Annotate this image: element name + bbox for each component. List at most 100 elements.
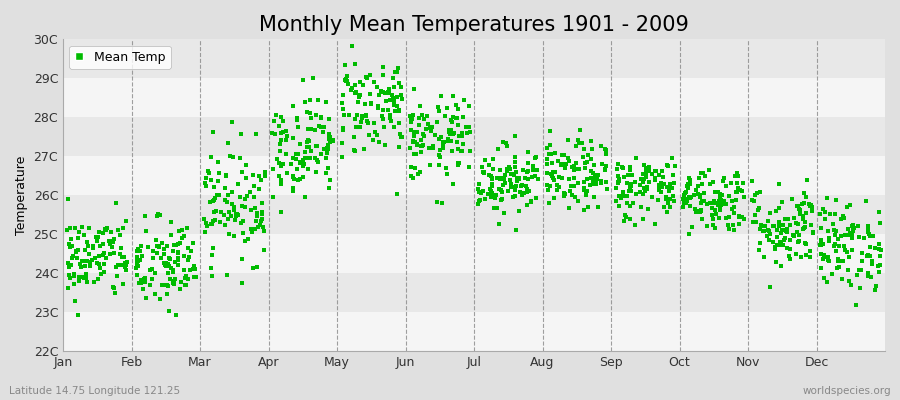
- Point: [508, 192, 522, 199]
- Point: [683, 181, 698, 188]
- Point: [566, 167, 580, 174]
- Point: [652, 172, 667, 178]
- Point: [68, 298, 82, 304]
- Point: [257, 169, 272, 175]
- Point: [176, 267, 191, 273]
- Point: [500, 168, 515, 174]
- Point: [484, 180, 499, 187]
- Point: [828, 211, 842, 218]
- Point: [782, 222, 796, 228]
- Point: [571, 198, 585, 204]
- Point: [230, 181, 245, 187]
- Point: [531, 176, 545, 182]
- Point: [482, 172, 496, 178]
- Point: [645, 170, 660, 177]
- Point: [569, 166, 583, 172]
- Point: [688, 192, 702, 198]
- Point: [580, 192, 594, 198]
- Point: [831, 257, 845, 264]
- Point: [518, 175, 532, 182]
- Point: [836, 258, 850, 264]
- Point: [99, 227, 113, 234]
- Point: [577, 185, 591, 192]
- Point: [139, 228, 153, 235]
- Point: [460, 130, 474, 136]
- Point: [63, 244, 77, 250]
- Point: [272, 160, 286, 166]
- Point: [204, 221, 219, 227]
- Point: [63, 225, 77, 231]
- Point: [414, 149, 428, 156]
- Point: [611, 179, 625, 186]
- Point: [626, 200, 640, 206]
- Point: [394, 134, 409, 140]
- Point: [382, 86, 396, 92]
- Point: [138, 274, 152, 281]
- Point: [508, 186, 522, 193]
- Point: [503, 181, 517, 187]
- Point: [552, 184, 566, 190]
- Point: [660, 162, 674, 168]
- Point: [225, 201, 239, 208]
- Point: [493, 166, 508, 173]
- Point: [783, 256, 797, 263]
- Point: [791, 238, 806, 244]
- Point: [783, 246, 797, 252]
- Point: [80, 239, 94, 245]
- Point: [422, 144, 436, 151]
- Point: [822, 238, 836, 245]
- Point: [872, 240, 886, 247]
- Point: [310, 143, 325, 149]
- Point: [722, 193, 736, 200]
- Point: [623, 182, 637, 188]
- Point: [682, 174, 697, 181]
- Point: [707, 200, 722, 206]
- Point: [694, 200, 708, 206]
- Point: [792, 232, 806, 238]
- Point: [494, 175, 508, 181]
- Point: [508, 154, 522, 160]
- Point: [77, 258, 92, 264]
- Point: [362, 132, 376, 138]
- Point: [129, 265, 143, 271]
- Point: [640, 186, 654, 192]
- Point: [616, 218, 631, 224]
- Point: [393, 131, 408, 138]
- Point: [79, 279, 94, 285]
- Point: [747, 198, 761, 204]
- Point: [67, 271, 81, 278]
- Point: [832, 256, 846, 263]
- Point: [404, 118, 419, 125]
- Point: [554, 162, 568, 169]
- Point: [91, 234, 105, 240]
- Point: [616, 191, 630, 198]
- Point: [757, 253, 771, 260]
- Point: [163, 276, 177, 282]
- Point: [340, 73, 355, 79]
- Point: [634, 176, 648, 182]
- Point: [868, 287, 883, 294]
- Point: [212, 170, 226, 176]
- Point: [255, 200, 269, 206]
- Point: [345, 43, 359, 49]
- Point: [274, 177, 289, 184]
- Point: [86, 279, 101, 286]
- Point: [321, 165, 336, 171]
- Point: [252, 221, 266, 228]
- Point: [717, 175, 732, 182]
- Point: [677, 192, 691, 198]
- Point: [220, 192, 235, 198]
- Point: [791, 206, 806, 212]
- Point: [752, 226, 767, 232]
- Point: [412, 122, 427, 128]
- Point: [789, 229, 804, 236]
- Point: [434, 93, 448, 99]
- Point: [796, 190, 811, 196]
- Point: [731, 173, 745, 180]
- Point: [383, 112, 398, 118]
- Point: [366, 120, 381, 126]
- Point: [598, 162, 613, 169]
- Point: [171, 249, 185, 256]
- Point: [508, 168, 523, 175]
- Point: [446, 114, 460, 120]
